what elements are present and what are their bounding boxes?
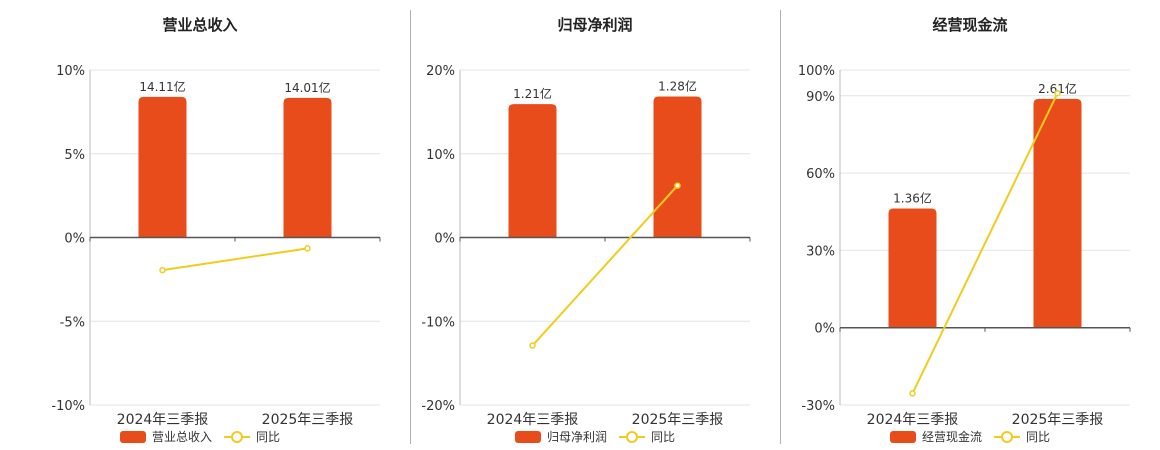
legend-bar-swatch [119, 430, 146, 443]
bar-data-label: 1.28亿 [658, 78, 697, 93]
y-tick-label: 0% [814, 322, 835, 337]
x-tick-label: 2025年三季报 [1012, 412, 1104, 428]
legend-bar-label: 营业总收入 [151, 430, 212, 444]
bar [508, 104, 557, 238]
y-tick-label: 100% [798, 64, 835, 79]
y-tick-label: -30% [801, 399, 835, 414]
x-tick-label: 2024年三季报 [117, 412, 209, 428]
chart-legend: 归母净利润 同比 [410, 428, 780, 445]
bar-data-label: 2.61亿 [1038, 81, 1077, 96]
legend-bar-swatch [514, 430, 541, 443]
yoy-point [529, 342, 536, 349]
legend-bar-label: 经营现金流 [921, 430, 982, 444]
y-tick-label: 0% [64, 232, 85, 247]
y-tick-label: 20% [426, 64, 455, 79]
y-tick-label: 90% [806, 90, 835, 105]
y-tick-label: 0% [434, 232, 455, 247]
legend-line-label: 同比 [651, 430, 676, 444]
yoy-point [159, 266, 166, 274]
chart-legend: 经营现金流 同比 [780, 428, 1160, 445]
legend-bar-label: 归母净利润 [546, 430, 607, 444]
chart-canvas: 20% 10% 0% -10% -20% 1.21亿 2024年三季报 1.28亿 2025年三… [421, 64, 751, 428]
legend-bar-swatch [889, 430, 916, 443]
yoy-point [909, 390, 916, 397]
x-tick-label: 2024年三季报 [487, 412, 579, 428]
legend-line-label: 同比 [1026, 430, 1051, 444]
legend-line-swatch [994, 430, 1020, 443]
bar [653, 96, 702, 238]
x-tick-label: 2025年三季报 [262, 412, 354, 428]
y-tick-label: -10% [51, 399, 85, 414]
bar-data-label: 14.01亿 [284, 80, 330, 95]
bar-data-label: 14.11亿 [139, 79, 185, 94]
chart-title: 营业总收入 [162, 16, 238, 34]
yoy-line [531, 184, 679, 347]
y-tick-label: -10% [421, 315, 455, 330]
y-tick-label: 30% [806, 244, 835, 259]
y-tick-label: -20% [421, 399, 455, 414]
yoy-line [162, 247, 308, 272]
chart-panel-revenue: 营业总收入 10% 5% 0% -5% -10% 14.11亿 2024年三季报 14.01亿… [0, 0, 400, 450]
y-tick-label: 10% [426, 148, 455, 163]
y-tick-label: 10% [56, 64, 85, 79]
bar-data-label: 1.36亿 [893, 190, 932, 205]
bar [138, 96, 187, 238]
panel-divider [410, 10, 411, 444]
bar [283, 97, 332, 238]
legend-line-swatch [619, 430, 645, 443]
chart-canvas: 10% 5% 0% -5% -10% 14.11亿 2024年三季报 14.01亿 2025年三… [51, 64, 381, 428]
yoy-line [911, 92, 1059, 394]
y-tick-label: 5% [64, 148, 85, 163]
legend-line-swatch [224, 430, 250, 443]
yoy-point [1054, 89, 1061, 97]
bar [888, 208, 937, 328]
y-tick-label: 60% [806, 167, 835, 182]
chart-panel-cash-flow: 经营现金流 100% 90% 60% 30% 0% -30% 1.36亿 2024年三季报 2.… [780, 0, 1160, 450]
chart-title: 归母净利润 [557, 16, 633, 34]
legend-line-label: 同比 [256, 430, 281, 444]
chart-legend: 营业总收入 同比 [0, 428, 400, 445]
bar [1033, 98, 1082, 328]
chart-canvas: 100% 90% 60% 30% 0% -30% 1.36亿 2024年三季报 2.61亿 202… [798, 64, 1131, 428]
chart-title: 经营现金流 [932, 16, 1008, 34]
y-tick-label: -5% [60, 315, 85, 330]
bar-data-label: 1.21亿 [513, 86, 552, 101]
x-tick-label: 2025年三季报 [632, 412, 724, 428]
panel-divider [780, 10, 781, 444]
chart-panel-net-profit: 归母净利润 20% 10% 0% -10% -20% 1.21亿 2024年三季报 1.28亿… [410, 0, 780, 450]
yoy-point [304, 245, 311, 252]
yoy-point [674, 182, 681, 189]
x-tick-label: 2024年三季报 [867, 412, 959, 428]
